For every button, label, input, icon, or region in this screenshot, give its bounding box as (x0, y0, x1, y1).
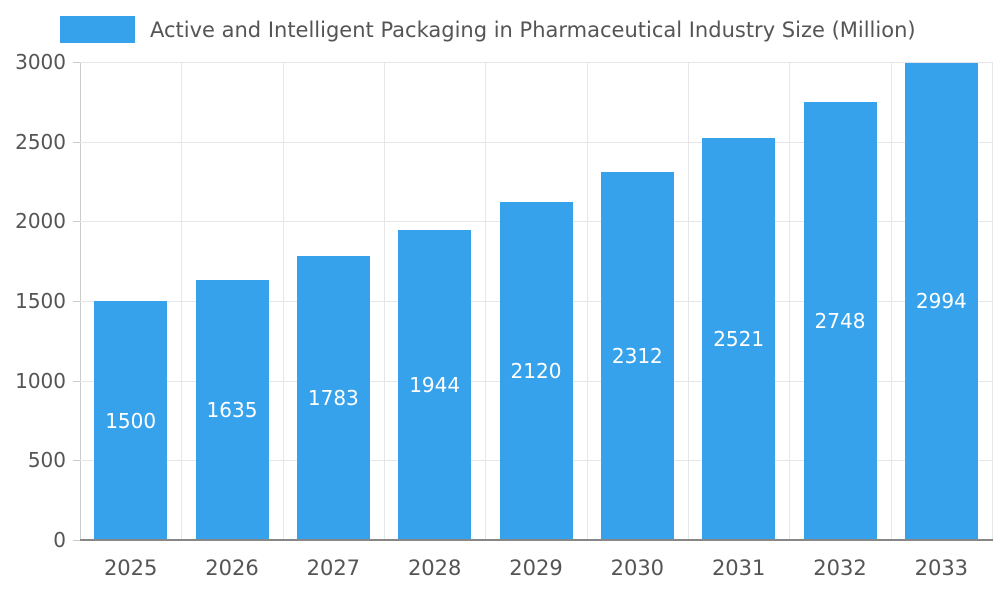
x-axis-tick-label: 2028 (407, 556, 462, 580)
x-axis-tick-label: 2032 (813, 556, 867, 580)
plot-area: 1500 1635 1783 1944 2120 2312 2521 2748 2994 (80, 62, 993, 540)
y-axis-tick-mark (73, 62, 80, 63)
bar-value-label: 2748 (814, 309, 866, 334)
bar-value-label: 1944 (409, 373, 461, 398)
chart-legend[interactable]: Active and Intelligent Packaging in Phar… (60, 15, 916, 44)
x-gridline (181, 62, 183, 540)
x-gridline (688, 62, 689, 540)
y-axis-tick-mark (73, 540, 80, 541)
x-axis-line (80, 539, 993, 541)
y-gridline (80, 62, 992, 63)
bar-2029: 2120 (499, 202, 573, 540)
bar-2033: 2994 (904, 62, 978, 540)
bar-value-label: 1500 (105, 408, 157, 433)
x-axis-tick-label: 2031 (711, 556, 766, 580)
y-axis-tick-mark (73, 380, 80, 382)
x-gridline (992, 62, 993, 540)
y-axis-tick-mark (73, 460, 80, 462)
bar-2028: 1944 (398, 230, 472, 540)
x-axis-tick-label: 2033 (914, 556, 969, 580)
y-axis-tick-mark (73, 221, 80, 223)
bar-value-label: 1635 (206, 397, 258, 422)
bar-2025: 1500 (94, 301, 168, 540)
y-axis-tick-label: 1500 (15, 289, 66, 313)
y-axis-tick-mark (73, 141, 80, 143)
bar-2030: 2312 (600, 171, 674, 540)
x-gridline (485, 62, 487, 540)
y-axis-tick-label: 500 (27, 448, 66, 473)
x-axis-tick-label: 2026 (205, 556, 259, 580)
bar-value-label: 2312 (611, 343, 663, 368)
bar-2027: 1783 (296, 255, 370, 540)
y-axis-tick-label: 0 (53, 528, 66, 552)
y-axis-tick-label: 3000 (15, 50, 66, 74)
bar-2026: 1635 (195, 279, 269, 540)
x-axis-tick-label: 2025 (103, 556, 158, 580)
x-axis-tick-label: 2030 (610, 556, 665, 580)
bar-value-label: 2521 (713, 327, 765, 352)
x-gridline (586, 62, 588, 540)
bar-value-label: 2120 (510, 359, 562, 384)
x-axis-tick-label: 2027 (306, 556, 361, 580)
x-gridline (890, 62, 892, 540)
x-gridline (789, 62, 791, 540)
x-gridline (282, 62, 284, 540)
y-axis-tick-label: 2500 (15, 129, 66, 154)
bar-value-label: 1783 (307, 385, 359, 410)
bar-2032: 2748 (803, 102, 877, 540)
bar-2031: 2521 (702, 138, 776, 540)
x-gridline (384, 62, 385, 540)
x-axis-tick-label: 2029 (509, 556, 563, 580)
y-axis-tick-label: 2000 (15, 209, 66, 234)
y-gridline (80, 141, 992, 143)
chart-title: Active and Intelligent Packaging in Phar… (150, 17, 916, 42)
y-axis-tick-mark (73, 301, 80, 302)
legend-swatch (60, 16, 135, 43)
bar-value-label: 2994 (915, 289, 967, 314)
y-axis-tick-label: 1000 (15, 368, 66, 393)
